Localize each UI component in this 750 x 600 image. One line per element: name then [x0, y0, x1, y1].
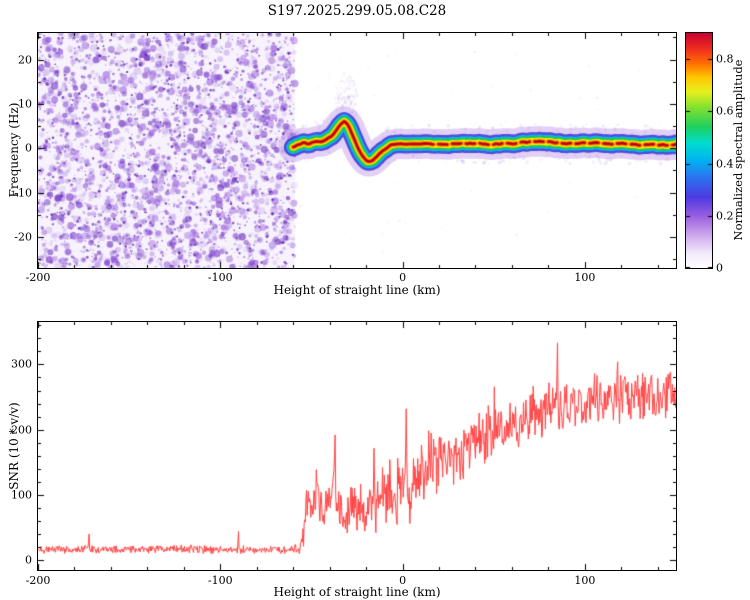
colorbar-canvas	[685, 32, 713, 269]
tick-label: 0.4	[716, 157, 734, 171]
tick-label: 0	[399, 574, 407, 587]
tick-label: -100	[207, 574, 233, 587]
tick-label: 0.8	[716, 52, 734, 66]
tick-label: 100	[574, 271, 596, 284]
tick-label: 0	[716, 261, 723, 275]
top-xlabel: Height of straight line (km)	[273, 283, 441, 297]
tick-label: -10	[14, 186, 32, 200]
snr-canvas	[37, 321, 677, 571]
tick-label: 100	[574, 574, 596, 587]
tick-label: 0	[399, 271, 407, 284]
tick-label: -20	[14, 230, 32, 244]
tick-label: 300	[11, 357, 32, 371]
bottom-ylabel: SNR (10 * v/v)	[7, 402, 21, 490]
tick-label: 200	[11, 423, 32, 437]
tick-label: 0.2	[716, 209, 734, 223]
tick-label: 20	[18, 53, 32, 67]
tick-label: -200	[25, 271, 51, 284]
bottom-xlabel: Height of straight line (km)	[273, 585, 441, 599]
top-ylabel: Frequency (Hz)	[7, 102, 21, 198]
tick-label: 0	[25, 553, 32, 567]
tick-label: 0.6	[716, 104, 734, 118]
figure-title: S197.2025.299.05.08.C28	[267, 3, 447, 19]
tick-label: 10	[18, 97, 32, 111]
tick-label: -100	[207, 271, 233, 284]
tick-label: -200	[25, 574, 51, 587]
tick-label: 0	[25, 141, 32, 155]
tick-label: 100	[11, 488, 32, 502]
spectrogram-canvas	[37, 32, 677, 269]
